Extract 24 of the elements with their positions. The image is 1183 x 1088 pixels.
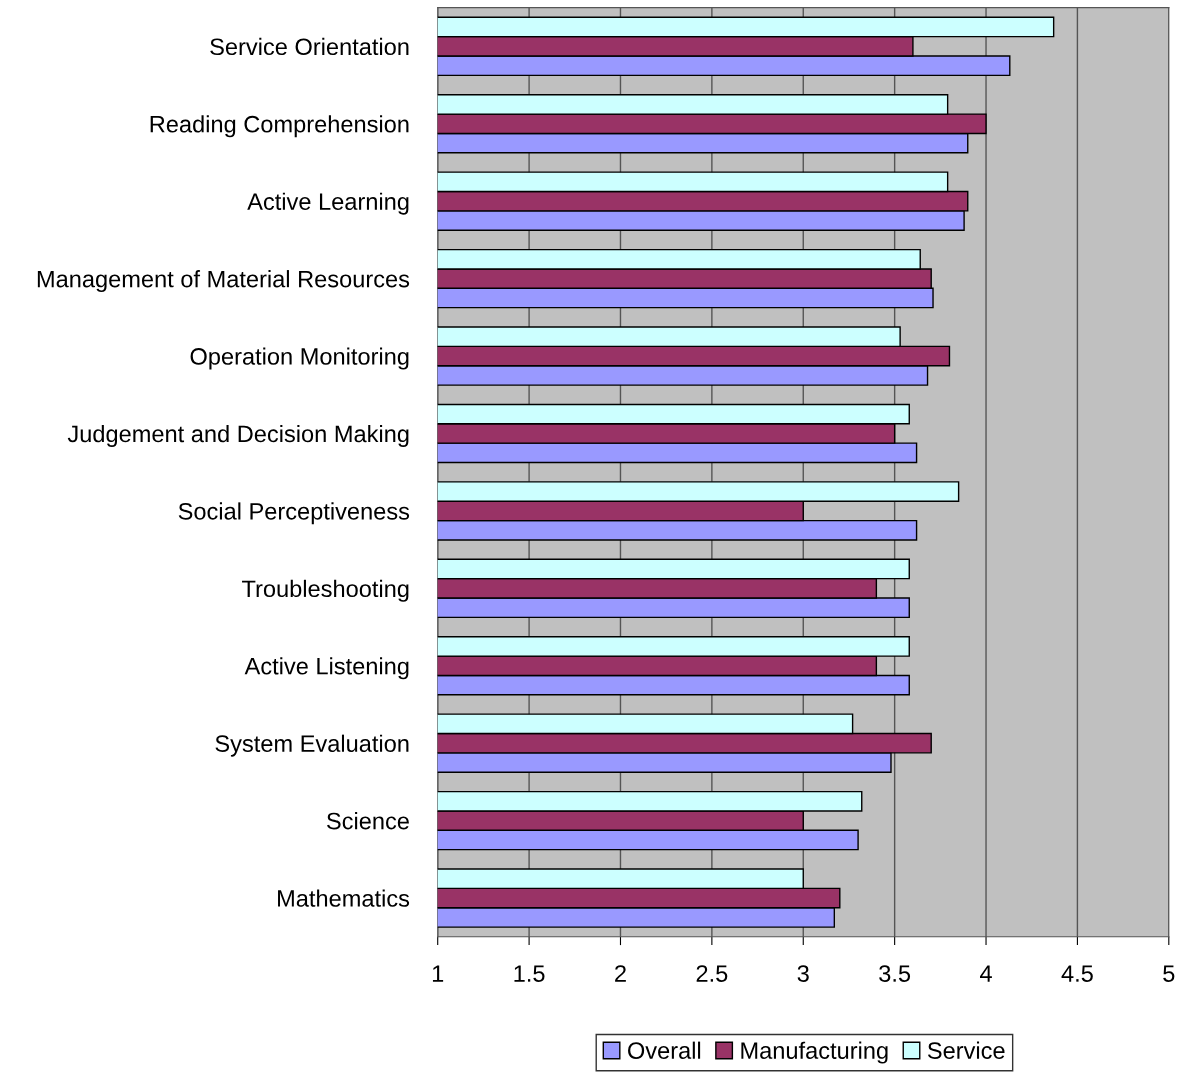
x-tick-label: 4.5 xyxy=(1061,965,1093,982)
y-tick-label: Management of Material Resources xyxy=(37,270,410,293)
legend-label: Manufacturing xyxy=(741,1041,888,1064)
y-tick-label: Troubleshooting xyxy=(242,579,409,602)
x-tick-label: 3 xyxy=(797,965,809,982)
y-tick-label: Operation Monitoring xyxy=(190,347,409,370)
y-tick-label: Active Learning xyxy=(247,192,409,215)
x-tick-label: 3.5 xyxy=(879,965,911,982)
y-tick-label: Judgement and Decision Making xyxy=(67,424,409,447)
y-tick-label: System Evaluation xyxy=(215,734,409,757)
x-tick-label: 4 xyxy=(980,965,992,982)
y-tick-label: Active Listening xyxy=(244,657,409,680)
x-tick-label: 1 xyxy=(432,965,444,982)
x-tick-label: 5 xyxy=(1163,965,1175,982)
legend-label: Service xyxy=(927,1041,1005,1059)
x-tick-label: 2.5 xyxy=(696,965,728,982)
y-tick-label: Service Orientation xyxy=(210,37,409,56)
x-tick-label: 2 xyxy=(615,965,626,982)
y-tick-label: Mathematics xyxy=(278,889,410,907)
legend-label: Overall xyxy=(628,1041,701,1059)
y-tick-label: Reading Comprehension xyxy=(150,115,409,138)
y-tick-label: Social Perceptiveness xyxy=(178,502,410,525)
x-tick-label: 1.5 xyxy=(514,965,545,982)
y-tick-label: Science xyxy=(327,812,409,830)
